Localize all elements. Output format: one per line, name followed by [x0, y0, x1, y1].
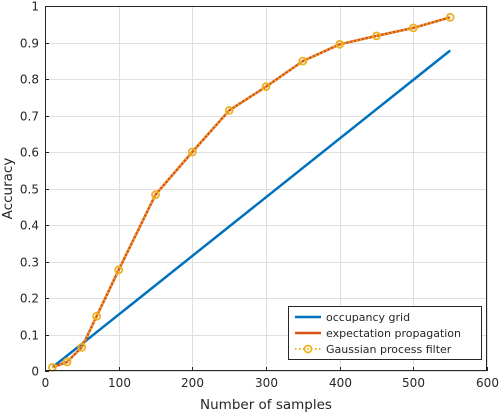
y-tick-label: 0.7: [20, 110, 39, 124]
x-axis-label: Number of samples: [200, 397, 332, 413]
y-tick-label: 0.8: [20, 73, 39, 87]
grid: [45, 6, 488, 372]
data-point-marker: [114, 265, 124, 275]
x-tick-label: 500: [402, 376, 425, 390]
ticks: 0 100 200 300 400 500 600 0 0.1 0.2 0.3 0.4 0.5 0.6 0.…: [20, 0, 499, 390]
data-point-marker: [77, 342, 87, 352]
legend: occupancy grid expectation propagation Gau…: [288, 306, 482, 360]
legend-label: occupancy grid: [326, 311, 410, 324]
y-tick-label: 0.5: [20, 183, 39, 197]
legend-label: expectation propagation: [326, 327, 461, 340]
y-tick-label: 0.3: [20, 256, 39, 270]
y-tick-label: 1: [31, 0, 39, 14]
data-point-marker: [445, 12, 455, 22]
series-line-2: [51, 16, 451, 369]
data-point-marker: [92, 311, 101, 321]
x-tick-label: 400: [329, 376, 352, 390]
x-tick-label: 200: [181, 376, 204, 390]
y-tick-label: 0.1: [20, 329, 39, 343]
data-point-marker: [187, 147, 197, 157]
series-line-1: [51, 49, 451, 369]
y-tick-label: 0: [31, 365, 39, 379]
x-tick-label: 0: [42, 376, 50, 390]
data-point-marker: [298, 56, 308, 66]
x-tick-label: 300: [255, 376, 278, 390]
y-tick-label: 0.4: [20, 219, 39, 233]
legend-marker: [303, 344, 313, 354]
data-point-marker: [335, 39, 345, 49]
y-tick-label: 0.9: [20, 37, 39, 51]
data-point-marker: [224, 106, 234, 115]
data-point-marker: [62, 357, 72, 367]
series-layer: [48, 12, 455, 372]
x-tick-label: 600: [476, 376, 499, 390]
legend-label: Gaussian process filter: [326, 343, 452, 356]
data-point-marker: [372, 31, 381, 41]
y-tick-label: 0.6: [20, 146, 39, 160]
x-tick-label: 100: [108, 376, 131, 390]
data-point-marker: [151, 190, 160, 200]
y-axis-label: Accuracy: [0, 158, 16, 220]
y-tick-label: 0.2: [20, 292, 39, 306]
data-point-marker: [261, 82, 271, 92]
data-point-marker: [408, 23, 418, 33]
